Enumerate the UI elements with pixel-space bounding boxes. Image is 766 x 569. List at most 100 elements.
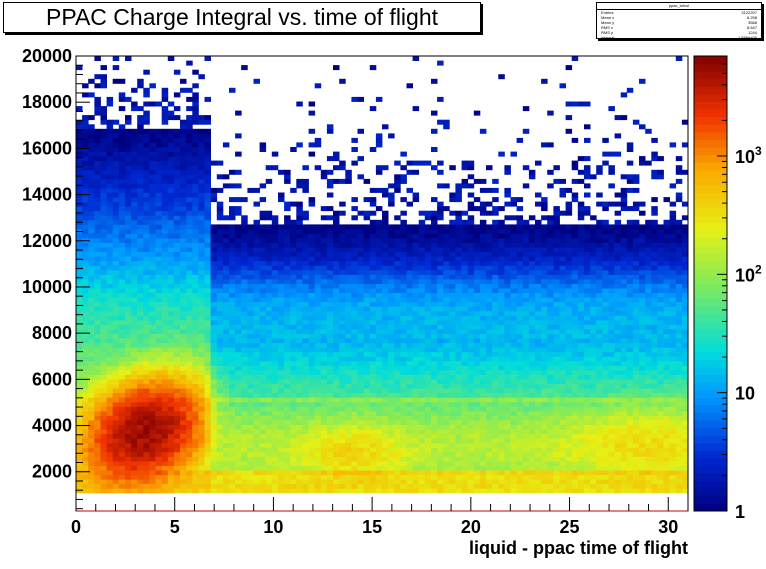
heatmap-cell (284, 488, 291, 494)
heatmap-cell (222, 224, 230, 230)
heatmap-cell (473, 260, 481, 266)
heatmap-cell (296, 433, 303, 439)
heatmap-cell (137, 283, 144, 289)
heatmap-cell (82, 260, 89, 266)
heatmap-cell (492, 488, 499, 494)
heatmap-cell (443, 242, 450, 248)
heatmap-cell (455, 392, 462, 398)
heatmap-cell (320, 224, 328, 230)
heatmap-cell (467, 465, 475, 471)
heatmap-cell (320, 479, 328, 485)
heatmap-cell (82, 288, 89, 294)
heatmap-cell (222, 369, 230, 375)
heatmap-cell (180, 201, 187, 207)
heatmap-cell (351, 206, 358, 212)
heatmap-cell (161, 274, 169, 280)
heatmap-cell (437, 356, 444, 362)
heatmap-cell (88, 369, 95, 375)
heatmap-cell (278, 474, 285, 480)
heatmap-cell (198, 192, 205, 198)
heatmap-cell (198, 433, 205, 439)
heatmap-cell (473, 365, 481, 371)
heatmap-cell (100, 329, 107, 334)
heatmap-cell (229, 356, 236, 362)
heatmap-cell (229, 433, 236, 439)
heatmap-cell (424, 260, 432, 266)
heatmap-cell (290, 392, 297, 398)
heatmap-cell (167, 137, 175, 143)
heatmap-cell (131, 438, 138, 444)
heatmap-cell (161, 224, 169, 230)
heatmap-cell (302, 474, 309, 480)
heatmap-cell (186, 483, 193, 489)
heatmap-cell (479, 488, 487, 494)
heatmap-cell (204, 356, 211, 362)
heatmap-cell (186, 292, 193, 298)
heatmap-cell (143, 438, 150, 444)
heatmap-cell (94, 128, 101, 134)
heatmap-cell (155, 424, 163, 430)
heatmap-cell (76, 278, 83, 284)
heatmap-cell (125, 215, 132, 221)
heatmap-cell (400, 420, 407, 425)
heatmap-cell (455, 451, 462, 457)
heatmap-cell (314, 392, 322, 398)
heatmap-cell (375, 247, 383, 253)
heatmap-cell (253, 356, 260, 362)
heatmap-cell (449, 397, 456, 403)
heatmap-cell (76, 256, 83, 262)
heatmap-cell (112, 438, 120, 444)
heatmap-cell (222, 242, 230, 248)
heatmap-cell (192, 483, 199, 489)
heatmap-cell (94, 433, 101, 439)
heatmap-cell (424, 210, 432, 216)
heatmap-cell (253, 410, 260, 416)
heatmap-cell (216, 283, 224, 289)
heatmap-cell (486, 388, 493, 394)
heatmap-cell (400, 342, 407, 348)
heatmap-cell (204, 401, 211, 407)
heatmap-cell (486, 488, 493, 494)
heatmap-cell (131, 283, 138, 289)
heatmap-cell (357, 369, 364, 375)
heatmap-cell (418, 247, 426, 253)
heatmap-cell (375, 338, 383, 344)
heatmap-cell (314, 433, 322, 439)
heatmap-cell (418, 228, 426, 234)
heatmap-cell (375, 424, 383, 430)
heatmap-cell (106, 169, 114, 175)
heatmap-cell (241, 351, 248, 357)
heatmap-cell (125, 192, 132, 198)
heatmap-cell (88, 297, 95, 303)
heatmap-cell (241, 251, 248, 257)
heatmap-cell (461, 420, 469, 425)
heatmap-cell (265, 292, 273, 298)
heatmap-cell (241, 228, 248, 234)
heatmap-cell (278, 192, 285, 198)
heatmap-cell (253, 474, 260, 480)
heatmap-cell (351, 278, 358, 284)
heatmap-cell (216, 319, 224, 325)
heatmap-cell (320, 474, 328, 480)
heatmap-cell (192, 379, 199, 385)
heatmap-cell (88, 115, 95, 121)
heatmap-cell (192, 338, 199, 344)
heatmap-cell (204, 265, 211, 271)
heatmap-cell (498, 356, 505, 362)
heatmap-cell (326, 479, 334, 485)
heatmap-cell (94, 415, 101, 421)
heatmap-cell (357, 479, 364, 485)
heatmap-cell (424, 283, 432, 289)
heatmap-cell (320, 310, 328, 316)
heatmap-cell (186, 192, 193, 198)
heatmap-cell (290, 488, 297, 494)
heatmap-cell (88, 360, 95, 366)
heatmap-cell (461, 242, 469, 248)
heatmap-cell (320, 356, 328, 362)
heatmap-cell (229, 210, 236, 216)
heatmap-cell (106, 265, 114, 271)
heatmap-cell (180, 465, 187, 471)
heatmap-cell (118, 274, 126, 280)
heatmap-cell (125, 342, 132, 348)
heatmap-cell (235, 260, 242, 266)
